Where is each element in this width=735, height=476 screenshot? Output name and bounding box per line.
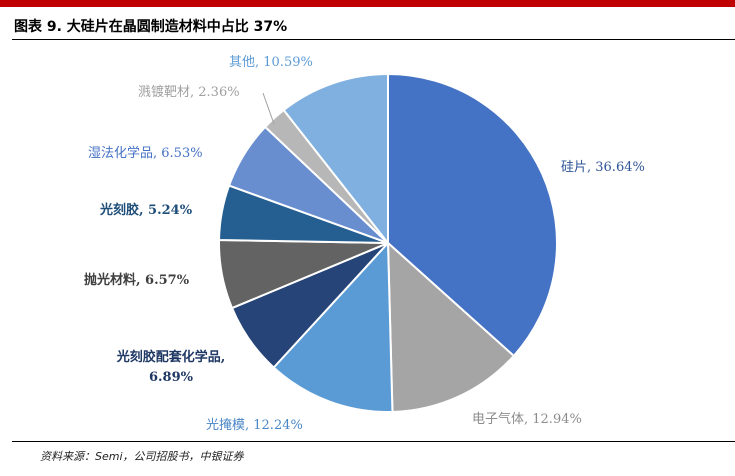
footer-divider [12, 441, 735, 442]
slice-label-9: 其他, 10.59% [229, 55, 313, 70]
title-divider [12, 39, 735, 40]
leader-line-8 [262, 92, 275, 125]
top-accent-bar [0, 0, 735, 7]
slice-labels: 硅片, 36.64% 电子气体, 12.94% 光掩模, 12.24% 光刻胶配套化学… [84, 55, 645, 433]
slice-label-4: 光刻胶配套化学品, 6.89% [116, 349, 226, 385]
slice-label-1: 硅片, 36.64% [561, 160, 645, 175]
slice-label-8: 溅镀靶材, 2.36% [138, 84, 240, 100]
slice-label-5: 抛光材料, 6.57% [84, 272, 190, 288]
pie-slices [218, 72, 558, 413]
slice-label-3: 光掩模, 12.24% [206, 418, 303, 433]
pie-slice-2 [386, 240, 516, 413]
pie-slice-9 [282, 72, 389, 246]
slice-label-7: 湿法化学品, 6.53% [88, 145, 203, 161]
figure-title: 图表 9. 大硅片在晶圆制造材料中占比 37% [14, 19, 288, 35]
source-note: 资料来源：Semi，公司招股书，中银证券 [40, 450, 244, 463]
pie-slice-3 [272, 240, 394, 413]
slice-label-6: 光刻胶, 5.24% [99, 202, 193, 218]
leader-lines [262, 92, 275, 125]
pie-slice-1 [387, 72, 558, 358]
slice-label-2: 电子气体, 12.94% [472, 411, 582, 427]
